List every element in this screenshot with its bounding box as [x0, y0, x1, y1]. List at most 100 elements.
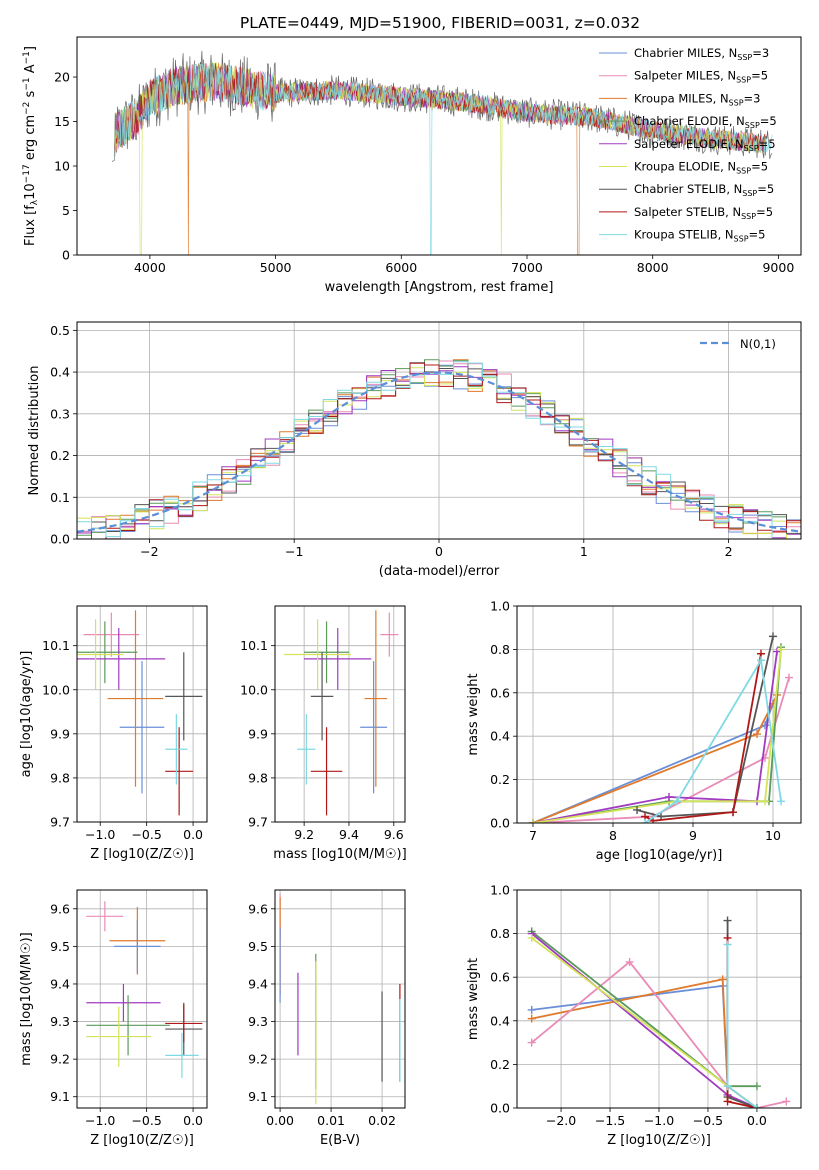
- y-tick-label: 0.2: [50, 448, 70, 463]
- y-tick-label: 5: [62, 203, 70, 218]
- legend-entry-chab_stelib: Chabrier STELIB, NSSP=5: [634, 182, 774, 198]
- x-axis-label: mass [log10(M/M☉)]: [273, 847, 406, 862]
- y-tick-label: 9.4: [50, 976, 70, 991]
- x-tick-label: 8000: [637, 260, 669, 275]
- weight-marker-krou_stelib: [673, 797, 681, 806]
- y-tick-label: 0.6: [490, 685, 510, 700]
- x-tick-label: −1.0: [85, 1113, 115, 1128]
- y-tick-label: 1.0: [490, 599, 510, 614]
- weight-marker-chab_stelib: [723, 916, 732, 925]
- legend-entry-salp_miles: Salpeter MILES, NSSP=5: [634, 69, 768, 85]
- x-tick-label: 5000: [260, 260, 292, 275]
- axes-frame: [516, 889, 802, 1109]
- y-tick-label: 0.1: [50, 490, 70, 505]
- weight-line-salp_stelib: [644, 653, 762, 822]
- y-tick-label: 0.4: [490, 729, 510, 744]
- y-axis-label: mass [log10(M/M☉)]: [19, 932, 34, 1065]
- x-tick-label: 0.00: [266, 1113, 294, 1128]
- weight-marker-krou_miles: [718, 975, 727, 984]
- y-tick-label: 0.6: [490, 970, 510, 985]
- y-tick-label: 0: [62, 248, 70, 263]
- axes-frame: [76, 36, 802, 256]
- weight-marker-chab_stelib: [633, 805, 641, 814]
- panel-mass_vs_ebv: 0.00 0.01 0.02 9.1 9.2 9.3 9.4 9.5 9.6 E(B-V): [248, 889, 406, 1148]
- y-tick-label: 9.7: [248, 815, 268, 830]
- axes-frame: [274, 889, 406, 1109]
- weight-line-krou_elodie: [531, 937, 758, 1108]
- legend-entry-krou_stelib: Kroupa STELIB, NSSP=5: [634, 228, 765, 244]
- x-tick-label: 0: [435, 544, 443, 559]
- axes-frame: [516, 605, 802, 824]
- x-tick-label: 9000: [762, 260, 794, 275]
- weight-marker-salp_elodie: [665, 792, 673, 801]
- y-axis-label: mass weight: [466, 673, 481, 755]
- y-tick-label: 9.9: [248, 726, 268, 741]
- histogram-salp_stelib: [77, 362, 801, 539]
- x-tick-label: 1: [580, 544, 588, 559]
- plot-area-spectrum: [111, 50, 773, 255]
- y-tick-label: 15: [54, 114, 70, 129]
- weight-marker-krou_stelib: [757, 656, 765, 665]
- x-axis-label: Z [log10(Z/Z☉)]: [90, 1133, 194, 1148]
- x-tick-label: 0.01: [317, 1113, 345, 1128]
- panel-residuals: −2 −1 0 1 2 0.0 0.1 0.2 0.3 0.4 0.5 (data-model)/er…: [27, 321, 802, 579]
- weight-line-krou_stelib: [644, 657, 782, 823]
- x-tick-label: 7000: [511, 260, 543, 275]
- weight-line-salp_stelib: [726, 938, 758, 1108]
- weight-marker-chab_stelib: [769, 632, 777, 641]
- x-tick-label: −2.0: [546, 1113, 576, 1128]
- plot-area-residuals: [77, 359, 801, 539]
- panel-weight_vs_age: 7 8 9 10 0.0 0.2 0.4 0.6 0.8 1.0 age [log10(age/yr…: [466, 599, 802, 863]
- weight-marker-krou_stelib: [752, 1104, 761, 1108]
- x-tick-label: 0.0: [747, 1113, 767, 1128]
- axes-frame: [76, 889, 208, 1109]
- legend-entry-chab_elodie: Chabrier ELODIE, NSSP=5: [634, 114, 777, 130]
- panel-age_vs_z: −1.0 −0.5 0.0 9.7 9.8 9.9 10.0 10.1 Z [log10(Z/Z…: [19, 605, 208, 862]
- x-tick-label: 8: [609, 828, 617, 843]
- x-tick-label: −1.0: [85, 827, 115, 842]
- weight-line-salp_miles: [532, 677, 790, 823]
- panel-spectrum: 4000 5000 6000 7000 8000 9000 0 5 10 15 20 waveleng…: [22, 36, 802, 295]
- y-tick-label: 9.7: [50, 815, 70, 830]
- y-tick-label: 0.0: [490, 816, 510, 831]
- legend-entry-krou_miles: Kroupa MILES, NSSP=3: [634, 91, 760, 107]
- y-tick-label: 9.5: [50, 939, 70, 954]
- x-tick-label: 2: [725, 544, 733, 559]
- x-tick-label: −0.5: [693, 1113, 723, 1128]
- x-tick-label: 4000: [134, 260, 166, 275]
- plot-area-weight_vs_z: [527, 916, 791, 1108]
- y-tick-label: 9.2: [248, 1052, 268, 1067]
- y-tick-label: 0.4: [50, 365, 70, 380]
- axes-frame: [274, 605, 406, 823]
- y-tick-label: 9.6: [50, 901, 70, 916]
- x-tick-label: 9.6: [384, 827, 404, 842]
- weight-marker-krou_elodie: [527, 933, 536, 942]
- y-tick-label: 9.8: [50, 770, 70, 785]
- panel-mass_vs_z: −1.0 −0.5 0.0 9.1 9.2 9.3 9.4 9.5 9.6 Z [log10(Z/…: [19, 889, 208, 1148]
- weight-line-chab_stelib: [636, 636, 774, 818]
- x-tick-label: 9.4: [339, 827, 359, 842]
- y-axis-label: Normed distribution: [27, 366, 42, 496]
- spectrum-legend: Chabrier MILES, NSSP=3 Salpeter MILES, NS…: [599, 46, 777, 244]
- plot-area-age_vs_z: [77, 610, 203, 816]
- weight-marker-salp_stelib: [723, 1097, 732, 1106]
- y-tick-label: 9.3: [248, 1014, 268, 1029]
- weight-marker-krou_miles: [753, 730, 761, 739]
- x-axis-label: wavelength [Angstrom, rest frame]: [325, 280, 554, 295]
- x-axis-label: Z [log10(Z/Z☉)]: [90, 847, 194, 862]
- axes-frame: [76, 321, 802, 540]
- spectrum-line-krou_stelib: [111, 62, 773, 255]
- weight-line-krou_miles: [531, 978, 758, 1108]
- weight-marker-krou_elodie: [777, 645, 785, 654]
- weight-line-chab_stelib: [726, 920, 758, 1108]
- y-tick-label: 9.3: [50, 1014, 70, 1029]
- y-tick-label: 10.0: [42, 682, 70, 697]
- x-axis-label: E(B-V): [320, 1133, 360, 1148]
- plot-area-weight_vs_age: [529, 632, 793, 823]
- weight-marker-salp_miles: [785, 673, 793, 682]
- plot-area-mass_vs_z: [86, 901, 203, 1078]
- y-tick-label: 1.0: [490, 883, 510, 898]
- y-tick-label: 9.2: [50, 1052, 70, 1067]
- x-tick-label: 9.2: [294, 827, 314, 842]
